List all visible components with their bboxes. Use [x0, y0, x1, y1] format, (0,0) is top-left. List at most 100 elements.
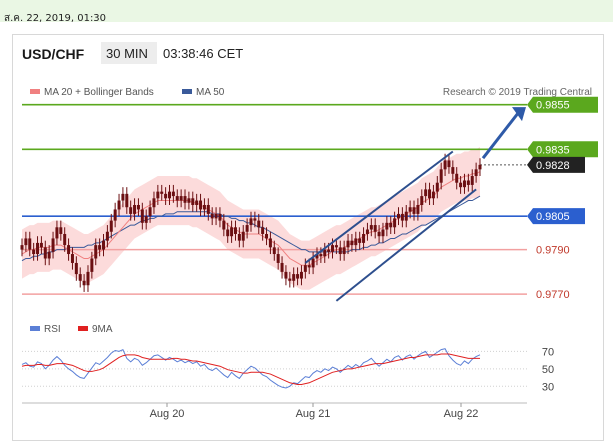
- ma20-legend-swatch: [30, 89, 40, 94]
- rsi-ma9-line: [21, 353, 480, 386]
- channel-lower-line: [335, 188, 477, 302]
- candle-body: [470, 176, 474, 185]
- candle-body: [222, 220, 226, 230]
- candle-body: [459, 182, 463, 188]
- rsi-tick-50: 50: [542, 364, 554, 376]
- candle-body: [257, 220, 261, 228]
- candle-body: [144, 216, 148, 223]
- candle-body: [156, 191, 160, 199]
- x-axis: Aug 20 Aug 21 Aug 22: [22, 402, 527, 420]
- candle-body: [261, 227, 265, 234]
- candle-body: [331, 245, 335, 252]
- candle-body: [230, 227, 234, 237]
- candle-body: [474, 169, 478, 177]
- candle-body: [280, 262, 284, 272]
- candle-body: [55, 227, 59, 239]
- candle-body: [210, 213, 214, 219]
- rsi-tick-70: 70: [542, 346, 554, 358]
- ma50-legend-label: MA 50: [196, 87, 225, 98]
- level-tag-0.9805: [527, 208, 585, 225]
- ma20-legend-label: MA 20 + Bollinger Bands: [44, 87, 154, 98]
- candle-body: [191, 198, 195, 205]
- candle-body: [265, 233, 269, 239]
- candle-body: [373, 225, 377, 232]
- candle-body: [202, 205, 206, 210]
- interval-box[interactable]: [101, 42, 157, 64]
- candle-body: [82, 280, 86, 286]
- x-tick-label: Aug 20: [150, 408, 185, 420]
- ma9-legend-label: 9MA: [92, 324, 113, 335]
- candle-body: [346, 240, 350, 248]
- level-value-0.9805: 0.9805: [536, 211, 570, 223]
- candle-body: [74, 262, 78, 275]
- candle-body: [381, 229, 385, 237]
- candle-body: [129, 207, 133, 214]
- candle-body: [462, 180, 466, 188]
- candle-body: [218, 213, 222, 221]
- candle-body: [109, 220, 113, 232]
- candle-body: [385, 222, 389, 230]
- ma9-legend-swatch: [78, 326, 88, 331]
- candle-body: [187, 198, 191, 203]
- candle-body: [276, 254, 280, 263]
- candle-body: [362, 233, 366, 243]
- candle-body: [105, 231, 109, 241]
- candle-body: [195, 200, 199, 205]
- candle-body: [125, 193, 129, 208]
- candle-body: [152, 198, 156, 208]
- candle-body: [90, 258, 94, 272]
- candle-body: [342, 247, 346, 255]
- candle-body: [272, 247, 276, 255]
- candle-body: [292, 274, 296, 281]
- candle-body: [113, 209, 117, 221]
- candle-body: [420, 196, 424, 205]
- candle-body: [164, 193, 168, 199]
- projection-arrow-head: [512, 107, 526, 122]
- candle-body: [32, 249, 36, 255]
- candle-body: [214, 213, 218, 219]
- candle-body: [39, 242, 43, 248]
- oscillator-layer: 70 50 30: [21, 346, 554, 393]
- candle-body: [315, 254, 319, 259]
- level-value-0.9855: 0.9855: [536, 100, 570, 112]
- symbol-label: USD/CHF: [22, 46, 85, 62]
- interval-label: 30 MIN: [106, 46, 148, 61]
- candle-body: [233, 227, 237, 234]
- candle-body: [24, 238, 28, 246]
- level-tag-0.9855: [527, 96, 598, 113]
- candle-body: [121, 193, 125, 201]
- candle-body: [451, 167, 455, 174]
- candle-body: [245, 225, 249, 232]
- candle-body: [175, 196, 179, 201]
- candle-body: [334, 245, 338, 248]
- candle-body: [416, 205, 420, 214]
- candle-body: [400, 213, 404, 221]
- candle-body: [86, 271, 90, 286]
- candle-body: [70, 254, 74, 263]
- timestamp: ส.ค. 22, 2019, 01:30: [4, 13, 107, 24]
- date-bar: ส.ค. 22, 2019, 01:30: [0, 0, 613, 24]
- level-value-0.9828: 0.9828: [536, 160, 570, 172]
- credit-label: Research © 2019 Trading Central: [443, 87, 592, 98]
- price-layer: [20, 103, 527, 302]
- candle-body: [466, 180, 470, 185]
- candle-body: [404, 211, 408, 221]
- level-value-0.9835: 0.9835: [536, 144, 570, 156]
- candle-body: [299, 271, 303, 279]
- candle-body: [296, 274, 300, 279]
- candle-body: [338, 247, 342, 255]
- candle-body: [369, 225, 373, 230]
- candle-body: [36, 242, 40, 255]
- time-label: 03:38:46 CET: [163, 46, 243, 61]
- candle-body: [67, 245, 71, 255]
- candle-body: [455, 173, 459, 183]
- candle-body: [319, 254, 323, 257]
- candle-body: [226, 229, 230, 237]
- channel-upper-line: [304, 150, 454, 264]
- candle-body: [102, 240, 106, 250]
- candle-body: [133, 205, 137, 214]
- candle-body: [428, 189, 432, 199]
- candle-body: [412, 207, 416, 214]
- candle-body: [206, 205, 210, 214]
- x-tick-label: Aug 22: [444, 408, 479, 420]
